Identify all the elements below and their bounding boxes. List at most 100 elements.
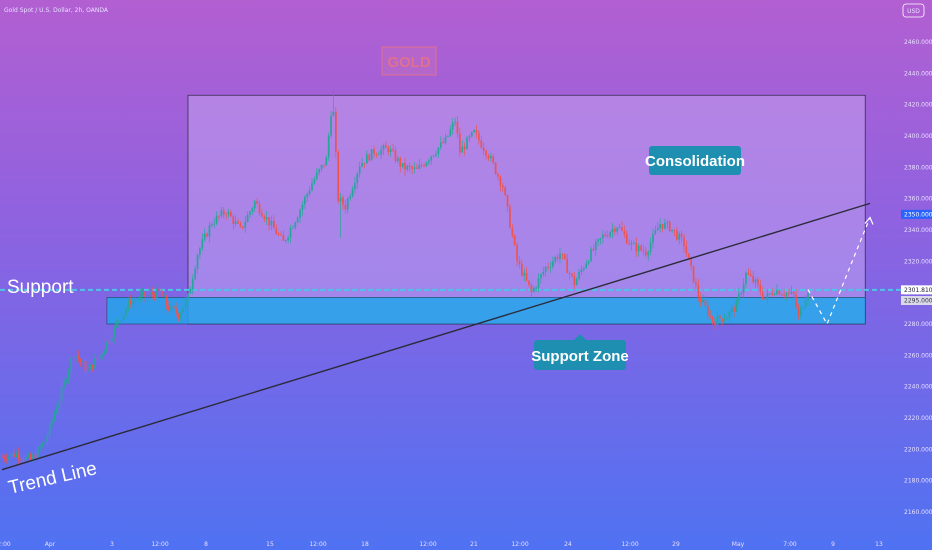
candle (420, 165, 423, 166)
candle (187, 293, 189, 300)
candle (790, 291, 793, 294)
candle (456, 121, 459, 134)
candle (411, 166, 414, 169)
consolidation-box (187, 94, 866, 325)
candle (79, 358, 82, 362)
candle (75, 355, 77, 357)
candle (239, 223, 242, 227)
candle (113, 326, 115, 339)
candle (616, 227, 619, 232)
candle (571, 273, 573, 276)
candle (549, 266, 552, 268)
currency-badge[interactable] (902, 3, 925, 18)
candle (222, 210, 225, 215)
candle (215, 215, 218, 224)
candle (568, 272, 571, 274)
candle (263, 216, 266, 220)
gold-label-box (381, 46, 437, 76)
candle (86, 369, 89, 372)
candle (604, 234, 607, 236)
candle (702, 300, 704, 303)
candle (416, 167, 418, 169)
candle (535, 287, 538, 289)
candle (318, 169, 321, 173)
candle (649, 242, 652, 252)
x-tick-label: 12:00 (419, 541, 436, 548)
candle (387, 147, 390, 153)
gold-label: GOLD (387, 54, 430, 71)
candle (203, 233, 206, 240)
candle (473, 130, 476, 133)
candle (613, 228, 616, 232)
candle (704, 300, 707, 307)
candle (740, 292, 743, 295)
candle (730, 307, 733, 312)
candle (439, 142, 442, 148)
candle (611, 228, 614, 233)
candle (437, 147, 440, 154)
candle (413, 167, 416, 169)
candle (699, 297, 702, 303)
candle (788, 293, 790, 295)
candle (213, 223, 216, 225)
candle (668, 221, 671, 231)
y-tick-label: 2280.000 (904, 321, 932, 328)
candle (602, 234, 604, 239)
candle (351, 189, 354, 197)
candle (587, 261, 590, 264)
candle (499, 176, 502, 186)
candle (525, 272, 528, 281)
price-label: 2350.000 (904, 211, 932, 218)
candle (401, 163, 404, 167)
candle (55, 408, 58, 414)
candle (509, 206, 511, 228)
y-tick-label: 2160.000 (904, 509, 932, 516)
candle (644, 251, 647, 256)
candle (210, 224, 213, 226)
candle (735, 300, 738, 312)
candle (375, 154, 378, 156)
candle (706, 306, 709, 316)
candle (60, 386, 63, 402)
candle (795, 294, 797, 308)
candle (442, 142, 445, 144)
candle (444, 136, 447, 144)
candle (463, 146, 466, 150)
candle (687, 253, 690, 259)
candle (382, 145, 385, 150)
currency-badge-label[interactable]: USD (907, 8, 920, 15)
candle (27, 454, 30, 457)
y-tick-label: 2340.000 (904, 227, 932, 234)
candle (385, 145, 387, 148)
candle (208, 225, 211, 237)
candle (458, 133, 461, 153)
candle (747, 272, 750, 275)
candle (802, 307, 805, 309)
price-label-box (901, 296, 932, 305)
candle (692, 265, 695, 283)
candle (540, 274, 542, 279)
candle (797, 307, 800, 316)
candle (342, 197, 344, 205)
candle (733, 307, 735, 312)
y-tick-label: 2440.000 (904, 70, 932, 77)
candle (144, 291, 146, 297)
x-tick-label: 2:00 (0, 541, 11, 548)
candle (253, 201, 256, 209)
candle (389, 149, 392, 153)
candle (22, 459, 25, 461)
candle (89, 364, 92, 370)
projection-arrow (864, 216, 874, 225)
trend-line[interactable] (1, 202, 871, 471)
candle (778, 290, 781, 295)
candle (332, 111, 335, 116)
candle (323, 164, 325, 166)
candle (630, 243, 633, 245)
x-tick-label: 29 (672, 541, 680, 548)
candle (327, 135, 330, 158)
x-tick-label: 12:00 (621, 541, 638, 548)
candle (399, 158, 402, 167)
candle (547, 266, 549, 268)
